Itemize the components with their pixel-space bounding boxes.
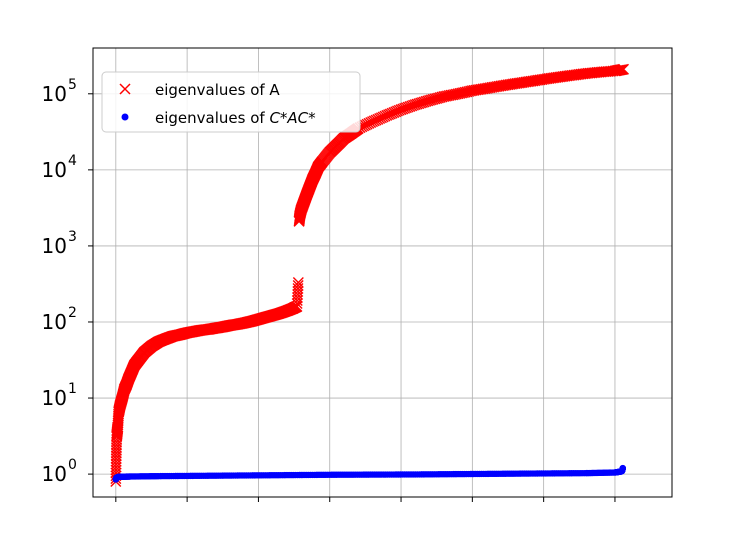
data-point-x xyxy=(370,114,382,126)
data-point-x xyxy=(110,444,122,456)
y-tick-label: 10 xyxy=(42,158,67,182)
legend-label-eigenvalues-cac: eigenvalues of C*AC* xyxy=(155,109,316,127)
legend: eigenvalues of A eigenvalues of C*AC* xyxy=(101,71,361,133)
y-tick-exponent: 3 xyxy=(68,229,77,245)
data-point-x xyxy=(372,113,384,125)
axes-frame xyxy=(92,47,673,498)
legend-label-math: C*AC* xyxy=(269,109,316,127)
y-tick-exponent: 2 xyxy=(68,305,77,321)
legend-label-prefix: eigenvalues of xyxy=(155,109,269,127)
data-point-x xyxy=(375,112,387,124)
y-tick-label: 10 xyxy=(42,310,67,334)
y-tick-label: 10 xyxy=(42,462,67,486)
data-point-x xyxy=(110,450,122,462)
legend-marker-x-icon xyxy=(119,83,131,95)
data-point-x xyxy=(110,447,122,459)
legend-box xyxy=(101,71,361,133)
data-point-dot xyxy=(619,464,626,472)
y-tick-label: 10 xyxy=(42,234,67,258)
y-tick-exponent: 0 xyxy=(68,457,77,473)
data-point-x xyxy=(292,277,304,289)
legend-label-eigenvalues-a: eigenvalues of A xyxy=(155,81,280,99)
legend-marker-dot-icon xyxy=(121,113,129,121)
y-tick-exponent: 4 xyxy=(68,153,77,169)
data-point-x xyxy=(110,442,122,454)
series-layer xyxy=(110,63,630,487)
data-point-x xyxy=(374,113,386,125)
data-point-x xyxy=(368,115,380,127)
series-eigenvalues-cac xyxy=(112,464,626,483)
data-point-x xyxy=(110,453,122,465)
x-axis-ticks xyxy=(115,497,616,502)
y-tick-label: 10 xyxy=(42,386,67,410)
data-point-x xyxy=(618,63,630,75)
series-eigenvalues-a xyxy=(110,63,630,487)
y-tick-label: 10 xyxy=(42,82,67,106)
data-point-x xyxy=(367,116,379,128)
data-point-x xyxy=(292,280,304,292)
y-tick-exponent: 1 xyxy=(68,381,77,397)
y-tick-exponent: 5 xyxy=(68,77,77,93)
data-point-x xyxy=(111,439,123,451)
